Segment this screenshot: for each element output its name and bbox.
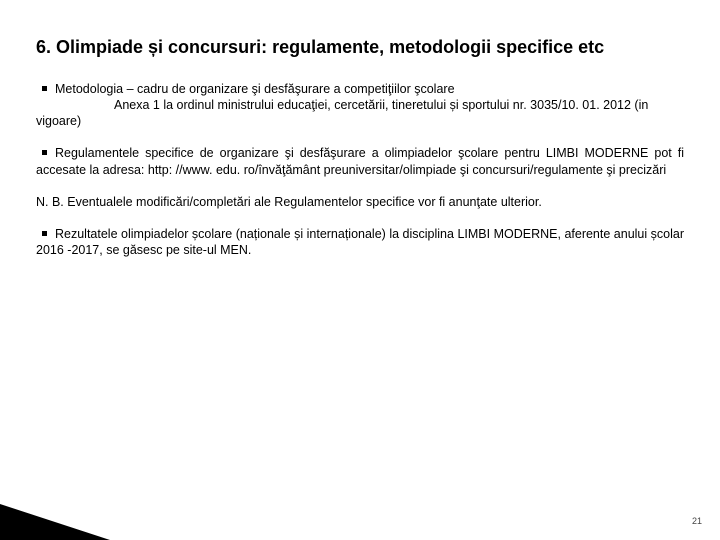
paragraph-methodology: Metodologia – cadru de organizare şi des…: [36, 81, 684, 130]
methodology-lead: Metodologia – cadru de organizare şi des…: [55, 82, 455, 96]
page-number: 21: [692, 516, 702, 526]
slide-title: 6. Olimpiade și concursuri: regulamente,…: [36, 36, 684, 59]
corner-decoration: [0, 504, 110, 540]
regulations-text: Regulamentele specifice de organizare şi…: [36, 146, 684, 176]
paragraph-regulations: Regulamentele specifice de organizare şi…: [36, 145, 684, 178]
bullet-icon: [42, 231, 47, 236]
methodology-annex: Anexa 1 la ordinul ministrului educaţiei…: [36, 98, 648, 128]
bullet-icon: [42, 150, 47, 155]
slide-page: 6. Olimpiade și concursuri: regulamente,…: [0, 0, 720, 540]
bullet-icon: [42, 86, 47, 91]
results-text: Rezultatele olimpiadelor școlare (națion…: [36, 227, 684, 257]
paragraph-nota-bene: N. B. Eventualele modificări/completări …: [36, 194, 684, 210]
paragraph-results: Rezultatele olimpiadelor școlare (națion…: [36, 226, 684, 259]
